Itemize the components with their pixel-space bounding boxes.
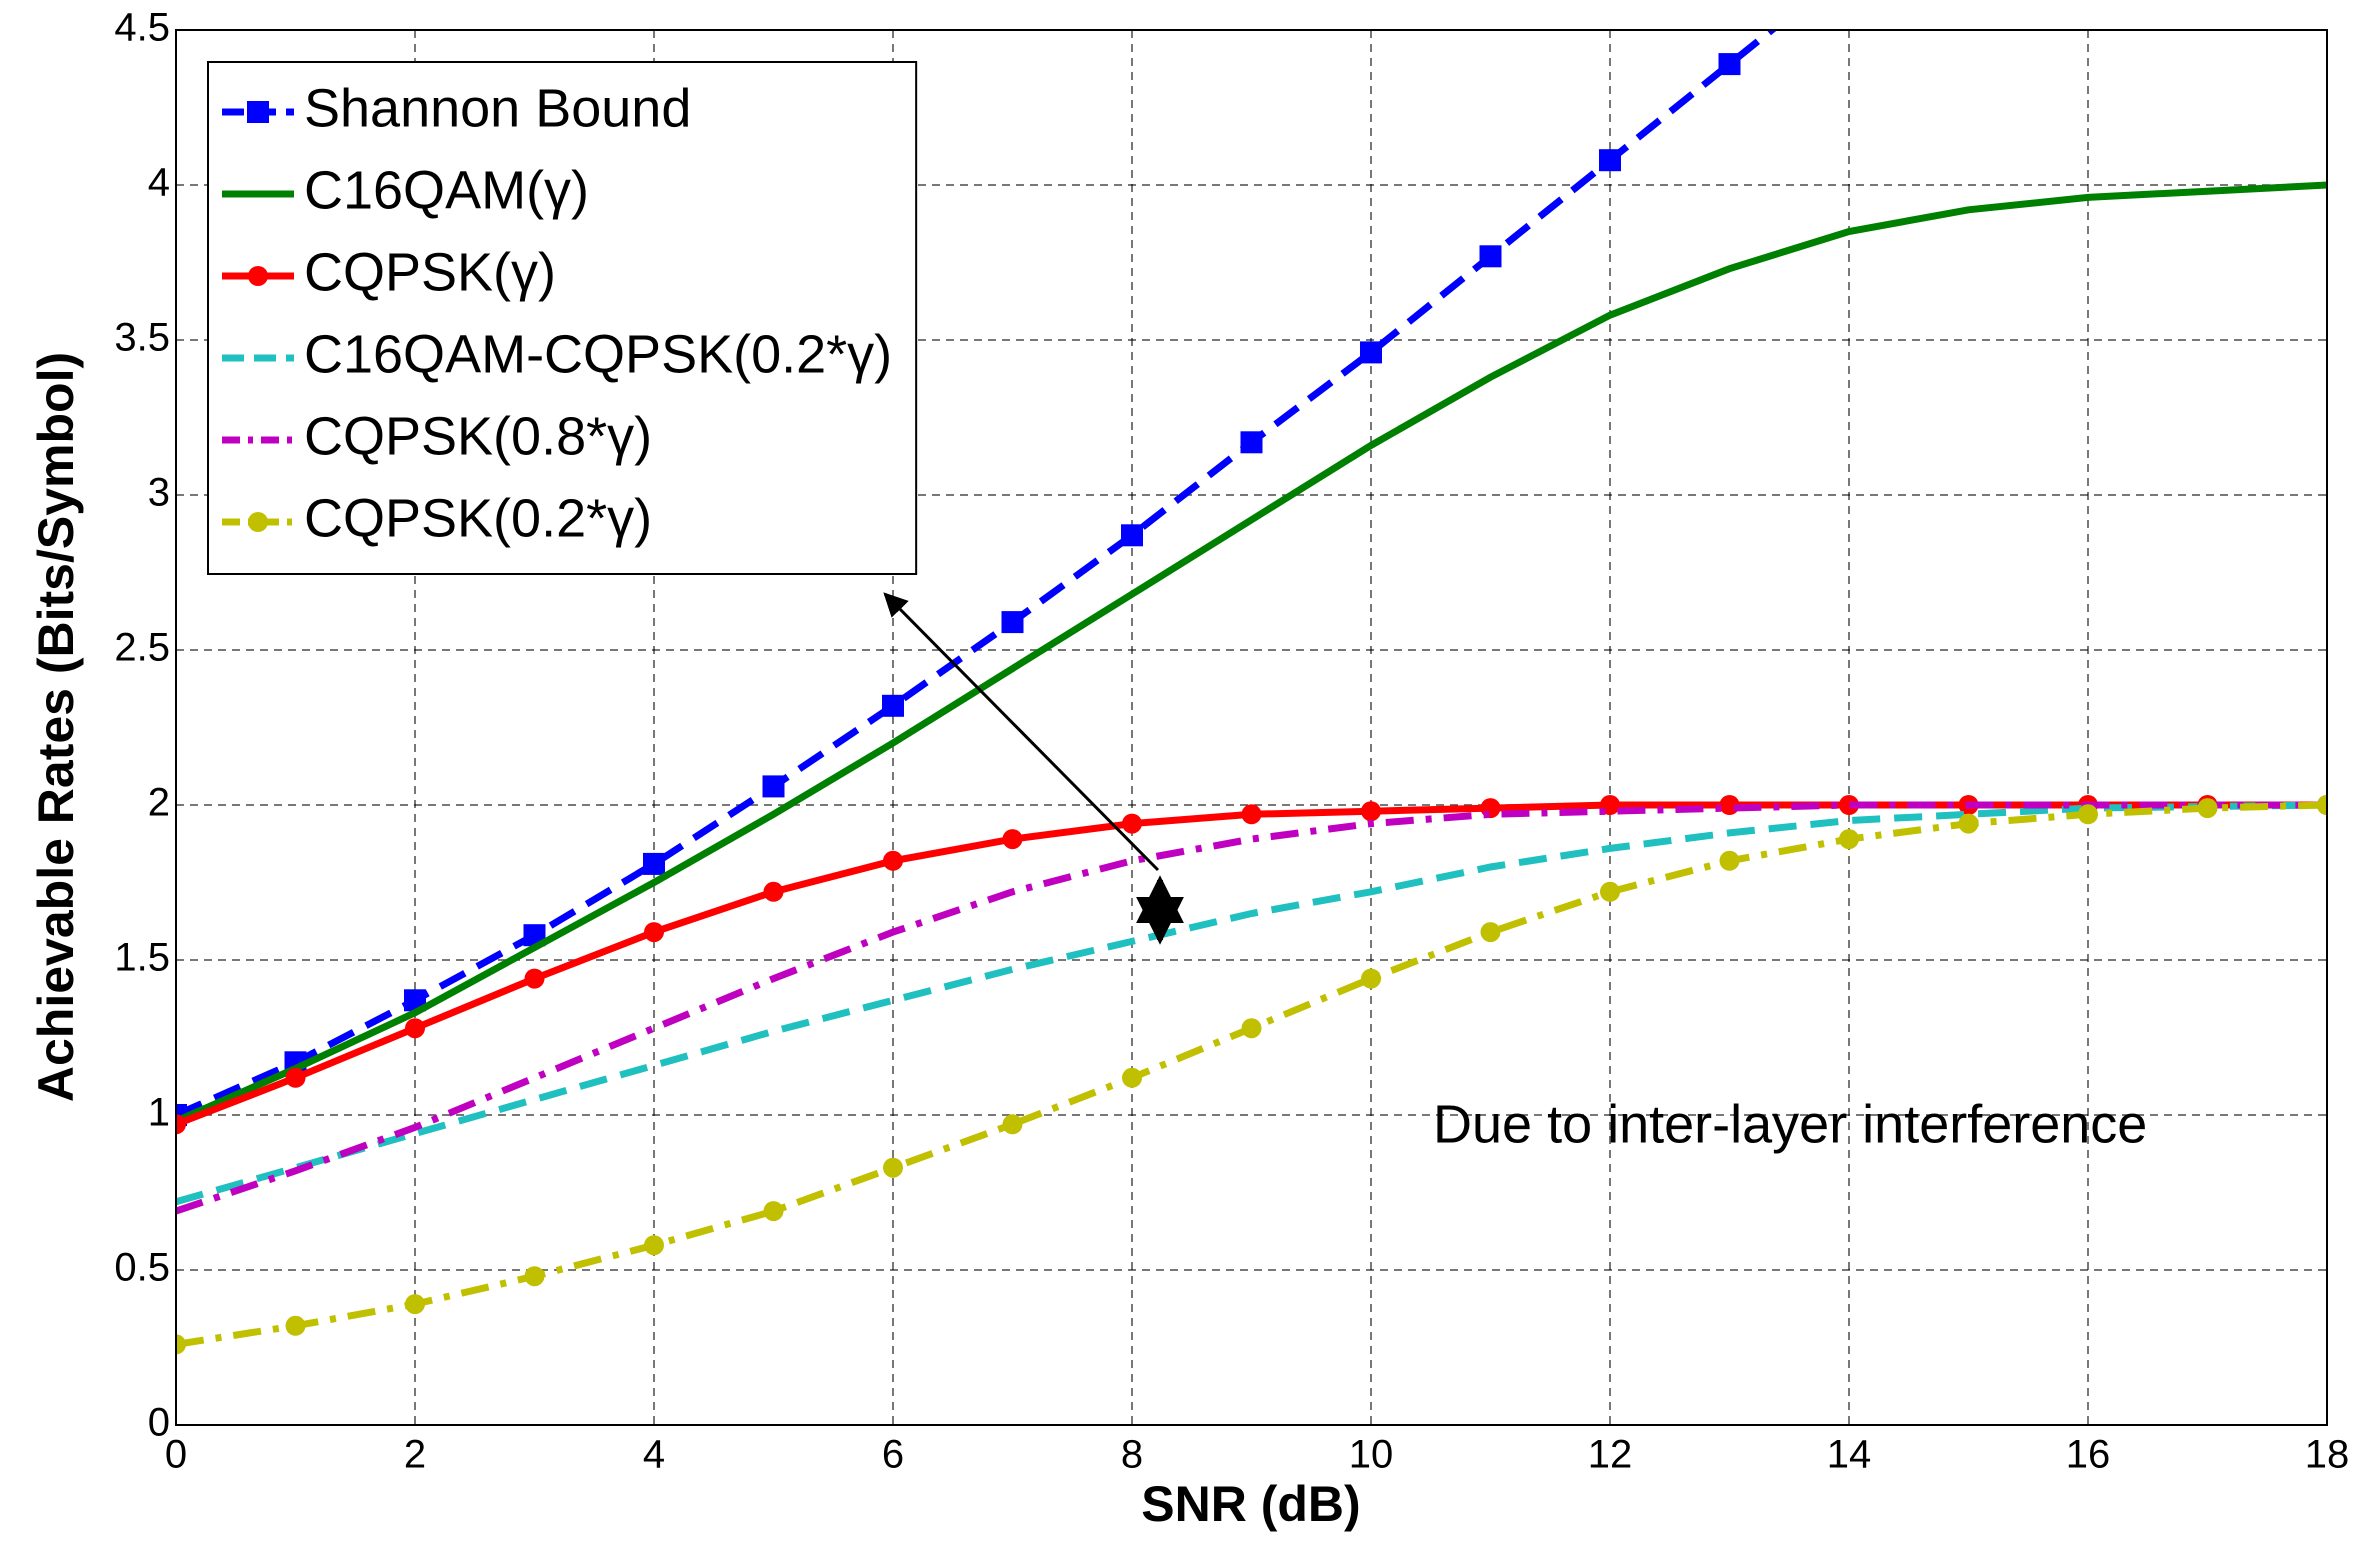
marker — [405, 1018, 425, 1039]
y-tick-label: 3 — [148, 471, 170, 515]
marker — [1718, 53, 1741, 76]
marker — [285, 1315, 306, 1336]
y-tick-label: 0 — [148, 1401, 170, 1445]
marker — [1122, 1067, 1142, 1088]
marker — [176, 1114, 186, 1135]
y-tick-label: 4 — [148, 161, 170, 205]
marker — [1361, 801, 1381, 822]
marker — [2197, 798, 2218, 819]
series-line — [176, 801, 2327, 1348]
marker — [644, 1235, 664, 1256]
marker — [285, 1067, 306, 1088]
legend-label: C16QAM-CQPSK(0.2*γ) — [304, 324, 892, 384]
y-tick-label: 2.5 — [114, 626, 170, 670]
legend-marker — [248, 512, 268, 532]
marker — [1599, 149, 1621, 172]
legend-marker — [248, 266, 268, 286]
legend-label: CQPSK(0.8*γ) — [304, 406, 652, 466]
marker — [1241, 804, 1262, 825]
marker — [1002, 829, 1023, 850]
x-tick-label: 2 — [404, 1433, 426, 1477]
series-line — [176, 801, 2327, 1215]
marker — [1479, 245, 1502, 268]
marker — [1839, 795, 1859, 815]
y-tick-label: 4.5 — [114, 6, 170, 50]
marker — [1121, 524, 1143, 547]
annotation: Due to inter-layer interference — [1433, 1094, 2147, 1154]
marker — [643, 852, 665, 875]
y-tick-label: 1.5 — [114, 936, 170, 980]
legend-box — [207, 61, 918, 575]
marker — [762, 775, 785, 798]
marker — [2317, 795, 2327, 815]
x-axis-label: SNR (dB) — [1141, 1476, 1360, 1532]
marker — [1480, 922, 1501, 943]
x-tick-label: 6 — [882, 1433, 904, 1477]
series-line — [176, 801, 2327, 1206]
y-tick-label: 0.5 — [114, 1246, 170, 1290]
x-tick-label: 14 — [1827, 1433, 1872, 1477]
marker — [1001, 611, 1024, 634]
plot-frame — [175, 29, 2328, 1426]
marker — [524, 968, 545, 989]
marker — [1958, 813, 1979, 834]
plot-area — [176, 30, 2327, 1355]
marker — [176, 1334, 186, 1355]
marker — [1361, 968, 1381, 989]
y-tick-label: 3.5 — [114, 316, 170, 360]
marker — [1480, 798, 1501, 819]
marker — [882, 694, 904, 717]
marker — [763, 881, 784, 902]
legend-label: CQPSK(γ) — [304, 242, 556, 302]
marker — [405, 1294, 425, 1315]
marker — [524, 1266, 545, 1287]
marker — [1600, 881, 1620, 902]
marker — [883, 850, 903, 871]
x-tick-label: 0 — [165, 1433, 187, 1477]
marker — [1241, 1018, 1262, 1039]
marker — [1002, 1114, 1023, 1135]
x-tick-label: 10 — [1349, 1433, 1394, 1477]
marker — [1122, 813, 1142, 834]
legend-marker — [247, 101, 269, 123]
legend: Shannon Bound C16QAM(γ) CQPSK(γ) C16QAM-CQP… — [207, 61, 918, 575]
marker — [883, 1157, 903, 1178]
x-tick-label: 8 — [1121, 1433, 1143, 1477]
marker — [1719, 850, 1740, 871]
marker — [763, 1201, 784, 1222]
marker — [2078, 804, 2098, 825]
x-tick-label: 16 — [2066, 1433, 2111, 1477]
legend-label: C16QAM(γ) — [304, 160, 589, 220]
x-tick-label: 18 — [2305, 1433, 2350, 1477]
legend-label: CQPSK(0.2*γ) — [304, 488, 652, 548]
marker — [644, 922, 664, 943]
y-tick-label: 2 — [148, 781, 170, 825]
x-tick-label: 4 — [643, 1433, 665, 1477]
annotation-arrow — [883, 592, 1160, 872]
marker — [1839, 829, 1859, 850]
x-tick-label: 12 — [1588, 1433, 1633, 1477]
marker — [1240, 431, 1263, 454]
series-line — [176, 181, 2327, 1125]
legend-label: Shannon Bound — [304, 78, 691, 138]
y-axis-label: Achievable Rates (Bits/Symbol) — [28, 352, 84, 1102]
marker — [1360, 341, 1382, 364]
y-tick-label: 1 — [148, 1091, 170, 1135]
